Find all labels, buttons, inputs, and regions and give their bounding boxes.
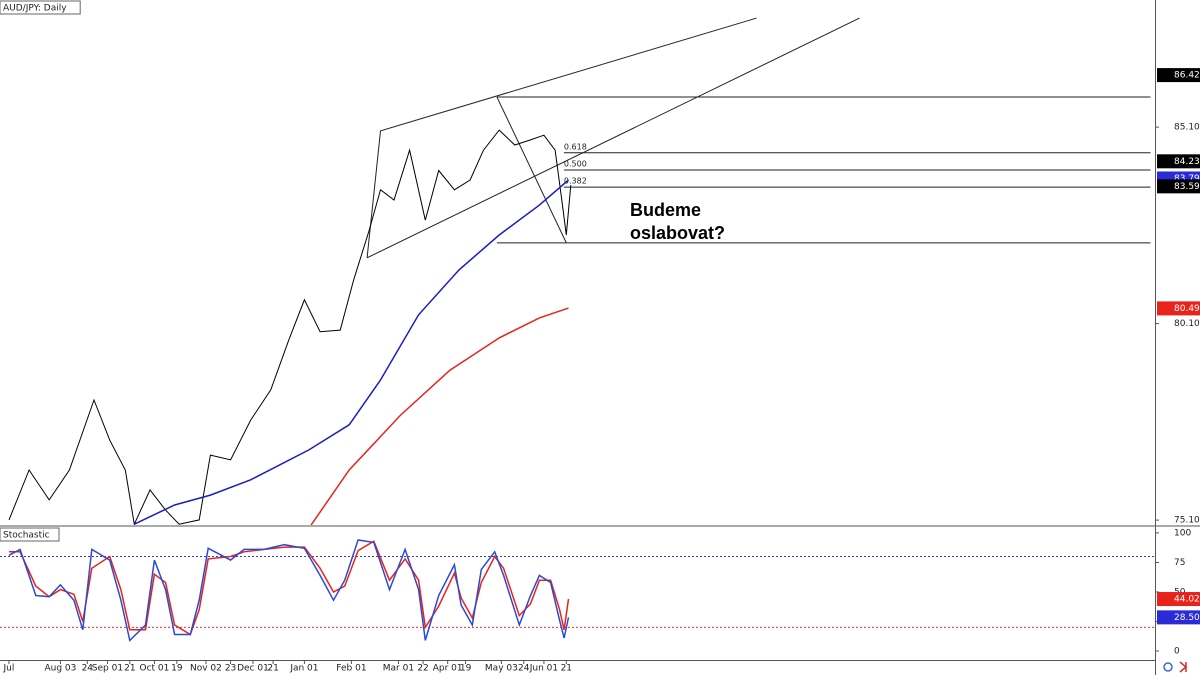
price-label: 28.50	[1174, 613, 1200, 623]
price-label-box	[1157, 301, 1200, 316]
x-tick-label: Oct 01	[140, 664, 170, 674]
x-tick-label: May 03	[485, 664, 518, 674]
x-tick-label: Sep 01	[92, 664, 123, 674]
price-label: 44.02	[1174, 595, 1200, 605]
x-tick-label: Jun 01	[529, 664, 558, 674]
y-tick-label: 0	[1174, 647, 1180, 657]
x-tick-label: 24	[82, 664, 94, 674]
x-tick-label: 22	[417, 664, 428, 674]
y-tick-label: 85.105	[1174, 123, 1200, 133]
pane	[0, 539, 1155, 642]
x-tick-label: Mar 01	[383, 664, 414, 674]
scroll-icon[interactable]	[1179, 661, 1188, 673]
x-tick-label: 21	[561, 664, 572, 674]
x-tick-label: 19	[460, 664, 472, 674]
x-tick-label: Jan 01	[289, 664, 318, 674]
price-label: 83.798	[1174, 174, 1200, 184]
trendline	[496, 96, 567, 244]
price-label-box	[1157, 592, 1200, 607]
pane-title: Stochastic	[3, 531, 50, 541]
price-label-box	[1157, 610, 1200, 625]
link-icon[interactable]	[1163, 662, 1173, 672]
y-tick-label: 80.105	[1174, 319, 1200, 329]
title-box	[0, 0, 81, 15]
title-box	[0, 527, 60, 542]
y-tick-label: 75.105	[1174, 516, 1200, 526]
fib-label: 0.382	[564, 177, 587, 186]
price-label: 86.429	[1174, 71, 1200, 81]
y-tick-label: 100	[1174, 528, 1191, 538]
x-tick-label: 19	[171, 664, 183, 674]
series-line	[8, 129, 572, 525]
x-tick-label: 24	[518, 664, 530, 674]
trendline	[366, 17, 860, 259]
price-label: 83.598	[1174, 182, 1200, 192]
price-label: 84.235	[1174, 157, 1200, 167]
pane: 0.618 0.500 0.382	[8, 17, 1151, 525]
series-line	[133, 179, 569, 525]
series-line	[310, 307, 569, 525]
fib-label: 0.618	[564, 142, 587, 151]
x-tick-label: Apr 01	[433, 664, 463, 674]
trendline	[366, 130, 382, 258]
y-tick-label: 75	[1174, 558, 1185, 568]
pane-title: AUD/JPY: Daily	[3, 4, 67, 14]
price-label-box	[1157, 68, 1200, 83]
price-label-box	[1157, 154, 1200, 169]
x-tick-label: Aug 03	[44, 664, 76, 674]
x-tick-label: Dec 01	[237, 664, 269, 674]
x-tick-label: 21	[124, 664, 135, 674]
x-tick-label: Nov 02	[190, 664, 222, 674]
annotation: Budeme oslabovat?	[630, 200, 726, 243]
trendline	[380, 17, 757, 132]
x-tick-label: 23	[225, 664, 236, 674]
x-tick-label: 21	[267, 664, 278, 674]
x-tick-label: Jul	[3, 664, 15, 674]
x-tick-label: Feb 01	[336, 664, 366, 674]
price-label-box	[1157, 179, 1200, 194]
fib-label: 0.500	[564, 159, 587, 168]
series-line	[8, 539, 570, 642]
toolbar-icons[interactable]	[1163, 661, 1188, 673]
price-label: 80.492	[1174, 304, 1200, 314]
